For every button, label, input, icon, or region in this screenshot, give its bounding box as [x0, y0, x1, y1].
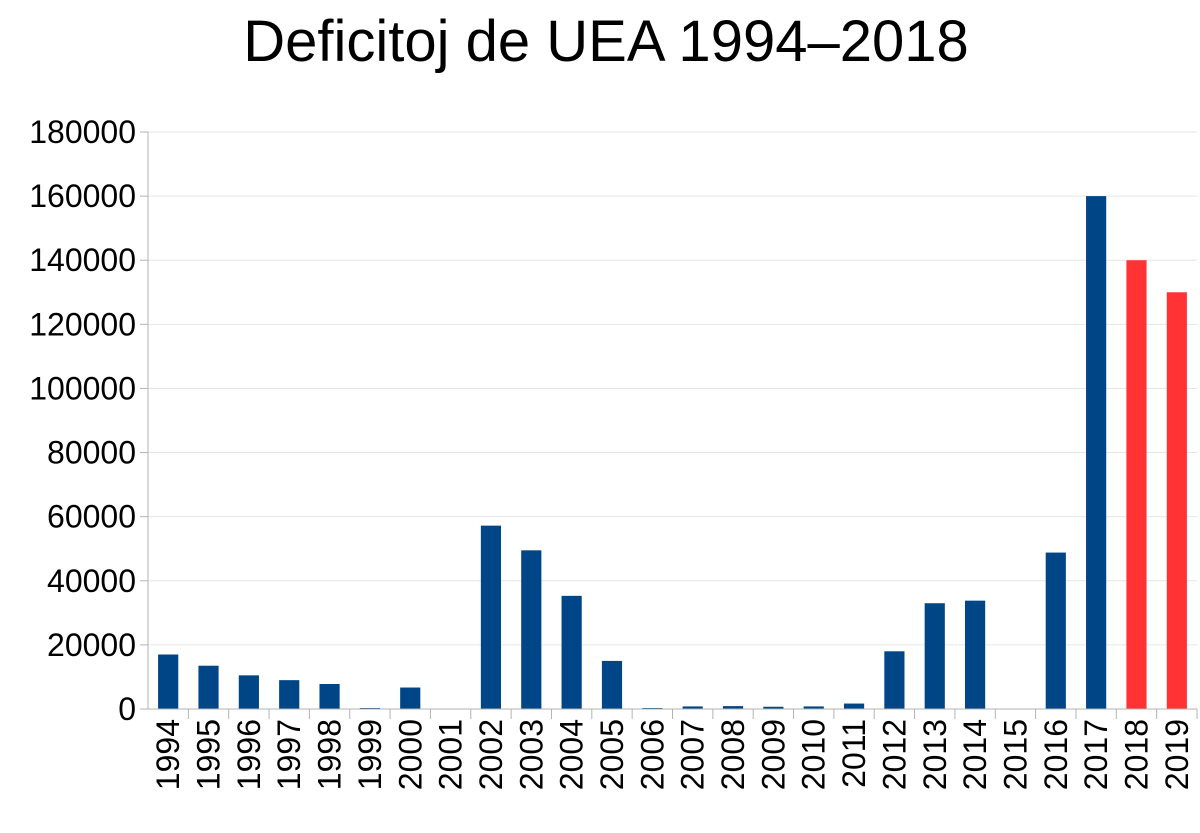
x-tick-label: 2016 [1038, 719, 1074, 790]
bar-1996 [238, 675, 259, 709]
bar-2013 [924, 603, 945, 709]
x-tick-label: 2000 [392, 719, 428, 790]
y-tick-label: 100000 [29, 370, 136, 406]
chart-title: Deficitoj de UEA 1994–2018 [243, 9, 969, 74]
x-tick-label: 1998 [312, 719, 348, 790]
x-tick-label: 2007 [675, 719, 711, 790]
y-tick-label: 40000 [47, 563, 136, 599]
bar-2014 [965, 600, 986, 709]
x-tick-label: 2004 [554, 719, 590, 790]
bar-2012 [884, 651, 905, 709]
x-tick-label: 2014 [957, 719, 993, 790]
bar-1994 [158, 654, 179, 709]
x-tick-label: 1996 [231, 719, 267, 790]
bar-2007 [682, 706, 703, 709]
x-tick-label: 2012 [876, 719, 912, 790]
x-tick-label: 1997 [271, 719, 307, 790]
x-tick-label: 2017 [1078, 719, 1114, 790]
bar-2018 [1126, 260, 1147, 709]
x-tick-label: 2008 [715, 719, 751, 790]
x-tick-label: 2003 [513, 719, 549, 790]
y-tick-label: 20000 [47, 627, 136, 663]
x-tick-label: 2018 [1118, 719, 1154, 790]
bar-2011 [843, 703, 865, 709]
x-tick-label: 2019 [1159, 719, 1195, 790]
bar-1998 [319, 683, 340, 709]
y-tick-label: 120000 [29, 306, 136, 342]
bar-2003 [521, 550, 542, 709]
y-tick-label: 180000 [29, 114, 136, 150]
y-tick-label: 140000 [29, 242, 136, 278]
y-tick-label: 0 [118, 691, 136, 727]
x-tick-label: 2005 [594, 719, 630, 790]
bar-1995 [198, 665, 219, 709]
bar-1997 [279, 680, 300, 709]
y-tick-label: 60000 [47, 499, 136, 535]
y-tick-label: 80000 [47, 435, 136, 471]
y-tick-label: 160000 [29, 178, 136, 214]
x-tick-label: 2015 [997, 719, 1033, 790]
bar-2008 [722, 706, 744, 709]
x-tick-label: 2010 [796, 719, 832, 790]
x-tick-label: 2002 [473, 719, 509, 790]
bar-2002 [480, 525, 502, 709]
bar-2016 [1045, 552, 1066, 709]
bar-2004 [561, 595, 582, 709]
x-tick-label: 2006 [634, 719, 670, 790]
x-tick-label: 2011 [836, 719, 872, 788]
x-tick-label: 1999 [352, 719, 388, 790]
x-tick-label: 2013 [917, 719, 953, 790]
bar-2000 [400, 687, 421, 709]
bar-2010 [803, 706, 824, 709]
x-tick-label: 1994 [150, 719, 186, 790]
bar-2019 [1166, 292, 1187, 709]
bar-2005 [601, 660, 623, 709]
x-tick-label: 2009 [755, 719, 791, 790]
bar-2017 [1086, 196, 1107, 710]
bar-2009 [763, 706, 784, 709]
x-tick-label: 1995 [191, 719, 227, 790]
x-tick-label: 2001 [433, 719, 469, 790]
